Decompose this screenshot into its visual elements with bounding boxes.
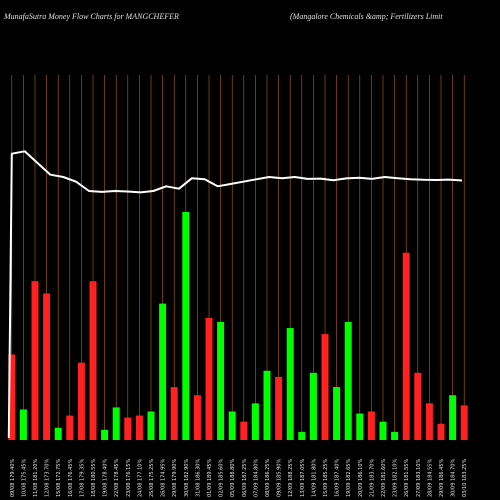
outflow-bar bbox=[425, 403, 433, 440]
inflow-bar bbox=[333, 387, 341, 440]
inflow-bar bbox=[391, 431, 399, 440]
inflow-bar bbox=[228, 411, 236, 440]
outflow-bar bbox=[170, 387, 178, 440]
inflow-bar bbox=[449, 395, 457, 440]
outflow-bar bbox=[402, 252, 410, 440]
inflow-bar bbox=[112, 407, 120, 440]
outflow-bar bbox=[193, 395, 201, 440]
outflow-bar bbox=[43, 293, 51, 440]
x-tick-label: 15/08 172.75% bbox=[56, 459, 62, 497]
chart-title: MunafaSutra Money Flow Charts for MANGCH… bbox=[4, 12, 179, 21]
outflow-bar bbox=[8, 354, 16, 440]
x-tick-label: 29/08 179.90% bbox=[172, 459, 178, 497]
x-tick-label: 25/08 175.25% bbox=[149, 459, 155, 497]
inflow-bar bbox=[19, 409, 27, 440]
x-tick-label: 13/09 187.05% bbox=[300, 459, 306, 497]
chart-subtitle: (Mangalore Chemicals &amp; Fertilizers L… bbox=[290, 12, 443, 21]
inflow-bar bbox=[101, 429, 109, 440]
price-line bbox=[7, 150, 463, 439]
x-tick-label: 24/08 177.10% bbox=[137, 459, 143, 497]
outflow-bar bbox=[66, 415, 74, 440]
outflow-bar bbox=[89, 281, 97, 440]
money-flow-bars bbox=[8, 212, 468, 440]
outflow-bar bbox=[31, 281, 39, 440]
inflow-bar bbox=[251, 403, 259, 440]
x-tick-label: 09/08 179.40% bbox=[10, 459, 16, 497]
x-tick-label: 26/08 174.95% bbox=[161, 459, 167, 497]
outflow-bar bbox=[460, 405, 468, 440]
x-tick-label: 03/10 183.25% bbox=[462, 459, 468, 497]
outflow-bar bbox=[205, 317, 213, 440]
inflow-bar bbox=[147, 411, 155, 440]
x-tick-label: 12/08 173.70% bbox=[45, 459, 51, 497]
x-tick-label: 19/09 182.65% bbox=[346, 459, 352, 497]
x-tick-label: 27/09 183.10% bbox=[416, 459, 422, 497]
x-tick-label: 11/08 181.20% bbox=[33, 459, 39, 497]
outflow-bar bbox=[135, 415, 143, 440]
inflow-bar bbox=[217, 321, 225, 440]
x-tick-label: 06/09 187.25% bbox=[242, 459, 248, 497]
inflow-bar bbox=[379, 421, 387, 440]
x-tick-label: 23/08 176.15% bbox=[126, 459, 132, 497]
x-tick-label: 22/09 181.60% bbox=[381, 459, 387, 497]
x-tick-label: 10/08 175.45% bbox=[21, 459, 27, 497]
x-tick-label: 09/09 185.90% bbox=[277, 459, 283, 497]
inflow-bar bbox=[344, 321, 352, 440]
x-tick-label: 22/08 178.45% bbox=[114, 459, 120, 497]
price-line-layer bbox=[7, 150, 463, 439]
x-tick-label: 28/09 184.55% bbox=[427, 459, 433, 497]
x-tick-labels: 09/08 179.40% 10/08 175.45% 11/08 181.20% 1… bbox=[10, 459, 468, 497]
inflow-bar bbox=[182, 212, 190, 440]
x-tick-label: 05/09 188.80% bbox=[230, 459, 236, 497]
outflow-bar bbox=[124, 417, 132, 440]
x-tick-label: 16/08 176.45% bbox=[68, 459, 74, 497]
x-tick-label: 30/09 184.70% bbox=[451, 459, 457, 497]
inflow-bar bbox=[159, 303, 167, 440]
x-tick-label: 12/09 188.25% bbox=[288, 459, 294, 497]
x-tick-label: 31/08 186.30% bbox=[195, 459, 201, 497]
outflow-bar bbox=[437, 423, 445, 440]
x-tick-label: 26/09 181.55% bbox=[404, 459, 410, 497]
x-tick-label: 30/08 182.90% bbox=[184, 459, 190, 497]
outflow-bar bbox=[240, 421, 248, 440]
x-tick-label: 21/09 183.70% bbox=[369, 459, 375, 497]
inflow-bar bbox=[309, 372, 317, 440]
inflow-bar bbox=[54, 427, 62, 440]
x-tick-label: 15/09 185.25% bbox=[323, 459, 329, 497]
x-tick-label: 23/09 182.10% bbox=[393, 459, 399, 497]
x-tick-label: 14/09 181.80% bbox=[311, 459, 317, 497]
x-tick-label: 02/09 185.60% bbox=[219, 459, 225, 497]
inflow-bar bbox=[286, 328, 294, 440]
x-tick-label: 01/09 189.45% bbox=[207, 459, 213, 497]
outflow-bar bbox=[77, 362, 85, 440]
inflow-bar bbox=[356, 413, 364, 440]
inflow-bar bbox=[298, 431, 306, 440]
x-tick-label: 07/09 184.80% bbox=[253, 459, 259, 497]
x-tick-label: 19/08 178.40% bbox=[103, 459, 109, 497]
inflow-bar bbox=[263, 370, 271, 440]
x-tick-label: 29/09 186.45% bbox=[439, 459, 445, 497]
x-tick-label: 20/09 186.10% bbox=[358, 459, 364, 497]
outflow-bar bbox=[414, 372, 422, 440]
outflow-bar bbox=[275, 376, 283, 440]
outflow-bar bbox=[321, 334, 329, 440]
x-tick-label: 16/09 187.40% bbox=[335, 459, 341, 497]
x-tick-label: 08/09 186.25% bbox=[265, 459, 271, 497]
outflow-bar bbox=[367, 411, 375, 440]
x-tick-label: 18/08 180.55% bbox=[91, 459, 97, 497]
x-tick-label: 17/08 179.35% bbox=[79, 459, 85, 497]
